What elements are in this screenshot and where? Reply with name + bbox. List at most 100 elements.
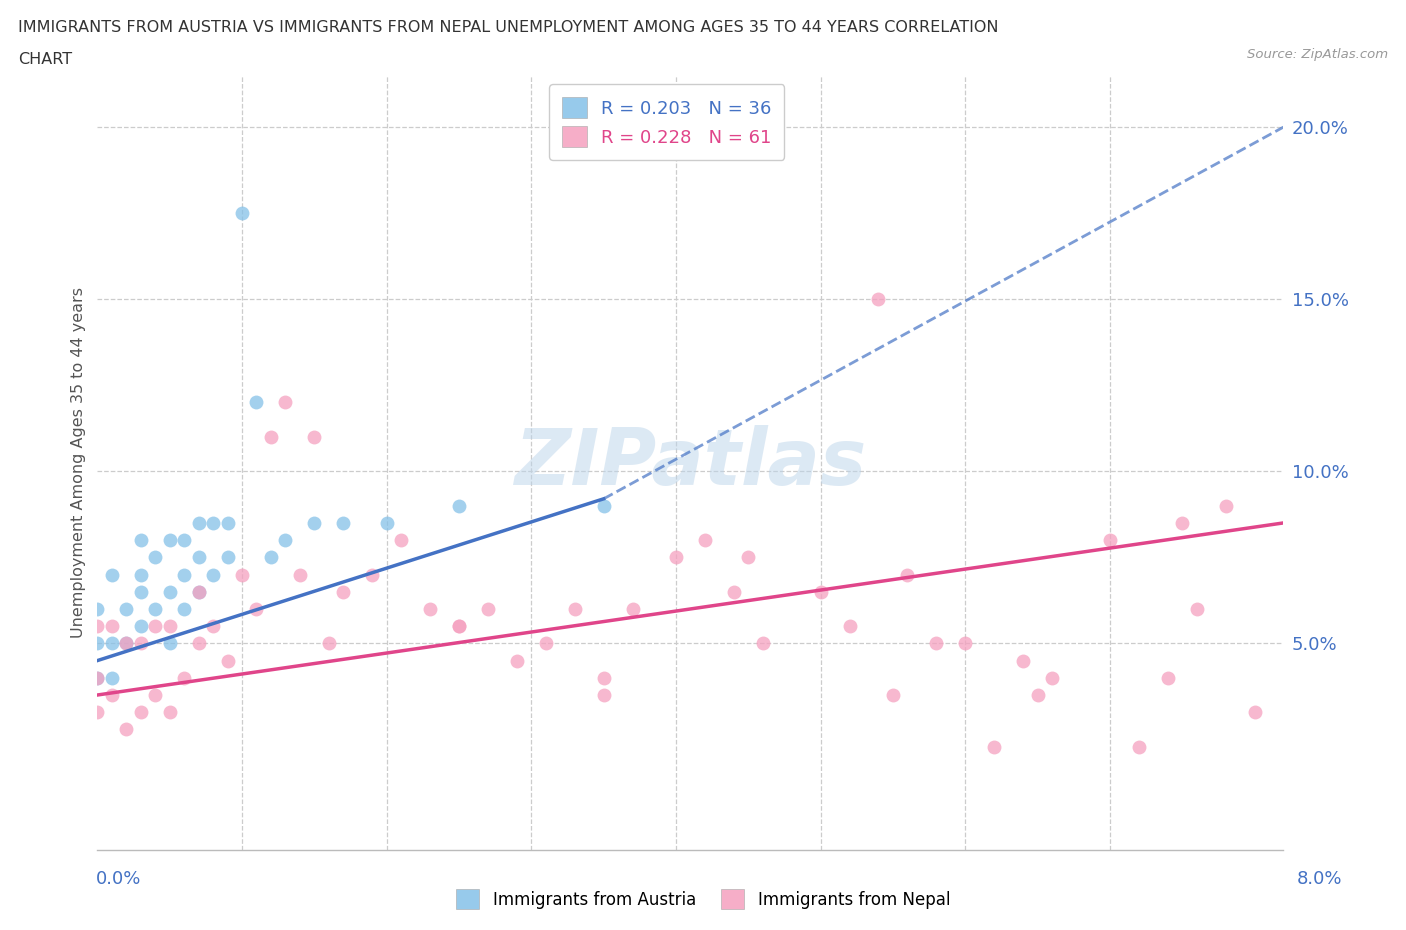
Point [751, 636, 773, 651]
Point [159, 584, 181, 599]
Point [1243, 705, 1265, 720]
Point [592, 687, 614, 702]
Text: CHART: CHART [18, 52, 72, 67]
Point [318, 636, 340, 651]
Point [810, 584, 832, 599]
Point [245, 395, 267, 410]
Point [86, 671, 108, 685]
Point [86, 636, 108, 651]
Point [1128, 739, 1150, 754]
Legend: Immigrants from Austria, Immigrants from Nepal: Immigrants from Austria, Immigrants from… [447, 881, 959, 917]
Point [173, 533, 195, 548]
Point [159, 618, 181, 633]
Point [260, 430, 283, 445]
Point [101, 636, 124, 651]
Point [983, 739, 1005, 754]
Point [202, 567, 225, 582]
Point [1098, 533, 1121, 548]
Point [925, 636, 948, 651]
Point [159, 705, 181, 720]
Text: ZIPatlas: ZIPatlas [515, 425, 866, 500]
Point [202, 515, 225, 530]
Point [447, 618, 470, 633]
Point [159, 636, 181, 651]
Point [86, 671, 108, 685]
Point [173, 602, 195, 617]
Point [202, 618, 225, 633]
Point [86, 618, 108, 633]
Point [665, 550, 688, 565]
Point [274, 533, 297, 548]
Point [506, 653, 529, 668]
Point [1040, 671, 1063, 685]
Point [143, 602, 166, 617]
Legend: R = 0.203   N = 36, R = 0.228   N = 61: R = 0.203 N = 36, R = 0.228 N = 61 [548, 85, 785, 160]
Point [332, 584, 354, 599]
Point [115, 722, 138, 737]
Text: IMMIGRANTS FROM AUSTRIA VS IMMIGRANTS FROM NEPAL UNEMPLOYMENT AMONG AGES 35 TO 4: IMMIGRANTS FROM AUSTRIA VS IMMIGRANTS FR… [18, 20, 998, 35]
Point [955, 636, 977, 651]
Point [143, 618, 166, 633]
Point [564, 602, 586, 617]
Point [592, 671, 614, 685]
Point [882, 687, 904, 702]
Point [187, 515, 209, 530]
Point [332, 515, 354, 530]
Point [187, 550, 209, 565]
Point [419, 602, 441, 617]
Point [129, 567, 152, 582]
Text: Source: ZipAtlas.com: Source: ZipAtlas.com [1247, 48, 1388, 61]
Point [143, 687, 166, 702]
Point [868, 292, 890, 307]
Point [260, 550, 283, 565]
Point [86, 705, 108, 720]
Point [115, 602, 138, 617]
Point [1012, 653, 1035, 668]
Point [101, 618, 124, 633]
Point [1171, 515, 1194, 530]
Point [245, 602, 267, 617]
Text: 0.0%: 0.0% [96, 870, 141, 888]
Point [534, 636, 557, 651]
Point [1185, 602, 1208, 617]
Point [187, 584, 209, 599]
Point [101, 567, 124, 582]
Point [621, 602, 644, 617]
Point [173, 671, 195, 685]
Point [173, 567, 195, 582]
Point [159, 533, 181, 548]
Point [101, 671, 124, 685]
Point [477, 602, 499, 617]
Point [304, 515, 326, 530]
Point [231, 567, 253, 582]
Point [187, 584, 209, 599]
Text: 8.0%: 8.0% [1298, 870, 1343, 888]
Point [217, 550, 239, 565]
Point [838, 618, 860, 633]
Point [129, 636, 152, 651]
Point [115, 636, 138, 651]
Point [304, 430, 326, 445]
Point [274, 395, 297, 410]
Point [129, 705, 152, 720]
Point [129, 533, 152, 548]
Point [129, 584, 152, 599]
Point [187, 636, 209, 651]
Point [693, 533, 716, 548]
Point [288, 567, 311, 582]
Point [217, 653, 239, 668]
Point [1026, 687, 1049, 702]
Point [592, 498, 614, 513]
Point [447, 498, 470, 513]
Point [896, 567, 918, 582]
Point [129, 618, 152, 633]
Point [361, 567, 384, 582]
Point [447, 618, 470, 633]
Point [723, 584, 745, 599]
Point [737, 550, 759, 565]
Point [101, 687, 124, 702]
Point [217, 515, 239, 530]
Point [389, 533, 412, 548]
Point [1215, 498, 1237, 513]
Point [115, 636, 138, 651]
